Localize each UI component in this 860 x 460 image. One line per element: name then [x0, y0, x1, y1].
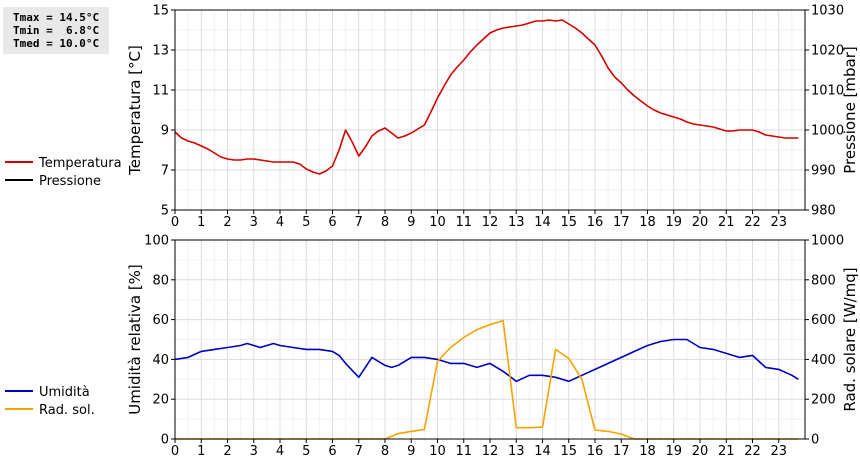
x-tick-label: 19: [665, 215, 682, 230]
x-tick-label: 12: [482, 215, 499, 230]
x-tick-label: 20: [692, 215, 709, 230]
x-tick-label: 5: [302, 215, 310, 230]
stats-box: Tmax = 14.5°C Tmin = 6.8°C Tmed = 10.0°C: [3, 7, 109, 54]
x-tick-label: 19: [665, 444, 682, 459]
legend-label-temperatura: Temperatura: [38, 156, 122, 171]
temperature-pressure-panel: 0 1 2 3 4 5 6 7 8 9 10 11 12 13 14 15 16 17 18 19 20 21 22 2357…: [126, 4, 859, 231]
legend-label-radsol: Rad. sol.: [39, 403, 95, 418]
x-tick-label: 16: [587, 215, 604, 230]
y-tick-label-left: 7: [161, 164, 169, 179]
x-tick-label: 12: [482, 444, 499, 459]
x-tick-label: 13: [508, 215, 525, 230]
y-tick-label-right: 600: [811, 313, 836, 328]
y-axis-label-right: Rad. solare [W/mq]: [841, 267, 859, 411]
stat-tmin: Tmin = 6.8°C: [13, 24, 100, 37]
x-tick-label: 13: [508, 444, 525, 459]
x-tick-label: 15: [560, 215, 577, 230]
x-tick-label: 6: [328, 215, 336, 230]
x-tick-label: 18: [639, 215, 656, 230]
x-tick-label: 14: [534, 444, 551, 459]
y-tick-label-right: 1010: [811, 84, 844, 99]
x-tick-label: 15: [560, 444, 577, 459]
y-tick-label-left: 40: [152, 353, 169, 368]
y-tick-label-left: 0: [161, 433, 169, 448]
x-tick-label: 23: [770, 444, 787, 459]
x-tick-label: 20: [692, 444, 709, 459]
y-tick-label-right: 980: [811, 204, 836, 219]
x-tick-label: 11: [455, 215, 472, 230]
x-tick-label: 11: [455, 444, 472, 459]
x-tick-label: 7: [355, 444, 363, 459]
y-tick-label-left: 9: [161, 124, 169, 139]
x-tick-label: 21: [718, 444, 735, 459]
y-tick-label-right: 1030: [811, 4, 844, 19]
x-tick-label: 3: [250, 444, 258, 459]
legend-top: Temperatura Pressione: [5, 156, 122, 189]
x-tick-label: 6: [328, 444, 336, 459]
x-tick-label: 8: [381, 444, 389, 459]
y-axis-label-left: Umidità relativa [%]: [126, 264, 144, 415]
x-tick-label: 22: [744, 215, 761, 230]
x-tick-label: 0: [171, 444, 179, 459]
y-axis-label-left: Temperatura [°C]: [126, 45, 144, 176]
legend-bottom: Umidità Rad. sol.: [5, 385, 95, 418]
y-tick-label-left: 80: [152, 273, 169, 288]
legend-label-umidita: Umidità: [39, 385, 90, 400]
series-line-0: [174, 338, 799, 383]
x-tick-label: 8: [381, 215, 389, 230]
x-tick-label: 1: [197, 444, 205, 459]
y-tick-label-right: 400: [811, 353, 836, 368]
y-tick-label-right: 800: [811, 273, 836, 288]
y-tick-label-left: 20: [152, 393, 169, 408]
humidity-radiation-panel: 0 1 2 3 4 5 6 7 8 9 10 11 12 13 14 15 16 17 18 19 20 21 22 2302…: [126, 234, 859, 460]
x-tick-label: 22: [744, 444, 761, 459]
x-tick-label: 1: [197, 215, 205, 230]
x-tick-label: 14: [534, 215, 551, 230]
y-tick-label-right: 990: [811, 164, 836, 179]
y-tick-label-left: 100: [144, 234, 169, 249]
x-tick-label: 16: [587, 444, 604, 459]
x-tick-label: 4: [276, 215, 284, 230]
x-tick-label: 17: [613, 444, 630, 459]
x-tick-label: 18: [639, 444, 656, 459]
x-tick-label: 9: [407, 215, 415, 230]
legend-label-pressione: Pressione: [39, 174, 101, 189]
y-tick-label-left: 13: [152, 44, 169, 59]
y-axis-label-right: Pressione [mbar]: [841, 46, 859, 174]
x-tick-label: 10: [429, 215, 446, 230]
series-line-0: [174, 19, 799, 175]
x-tick-label: 10: [429, 444, 446, 459]
x-tick-label: 17: [613, 215, 630, 230]
x-tick-label: 9: [407, 444, 415, 459]
y-tick-label-left: 5: [161, 204, 169, 219]
y-tick-label-right: 1000: [811, 124, 844, 139]
y-tick-label-left: 15: [152, 4, 169, 19]
y-tick-label-left: 60: [152, 313, 169, 328]
x-tick-label: 21: [718, 215, 735, 230]
stat-tmed: Tmed = 10.0°C: [13, 37, 100, 50]
y-tick-label-right: 1000: [811, 234, 844, 249]
x-tick-label: 5: [302, 444, 310, 459]
y-tick-label-right: 0: [811, 433, 819, 448]
x-tick-label: 7: [355, 215, 363, 230]
stat-tmax: Tmax = 14.5°C: [13, 11, 100, 24]
y-tick-label-left: 11: [152, 84, 169, 99]
y-tick-label-right: 1020: [811, 44, 844, 59]
y-tick-label-right: 200: [811, 393, 836, 408]
x-tick-label: 2: [223, 444, 231, 459]
x-tick-label: 4: [276, 444, 284, 459]
x-tick-label: 23: [770, 215, 787, 230]
x-tick-label: 3: [250, 215, 258, 230]
x-tick-label: 0: [171, 215, 179, 230]
x-tick-label: 2: [223, 215, 231, 230]
